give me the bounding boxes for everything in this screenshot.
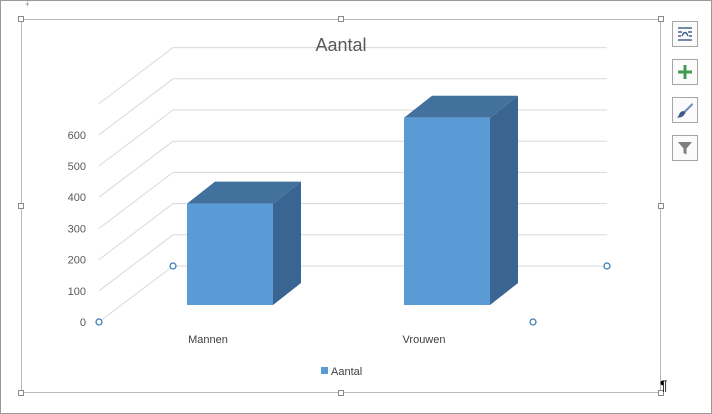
plot-area-handle[interactable] [169,262,177,270]
plot-area-handle[interactable] [603,262,611,270]
plot-area-handle[interactable] [529,318,537,326]
resize-handle-bottom-left[interactable] [18,390,24,396]
y-tick-label: 500 [68,161,86,173]
y-tick-label: 400 [68,192,86,204]
resize-handle-left[interactable] [18,203,24,209]
chart-title[interactable]: Aantal [315,35,366,55]
paragraph-mark: ¶ [660,377,668,393]
anchor-mark: ‡ [25,0,30,7]
wrap-text-icon [678,27,692,41]
bar-vrouwen[interactable] [404,95,518,305]
resize-handle-top-left[interactable] [18,16,24,22]
gridline [98,140,174,198]
legend-label: Aantal [331,366,362,378]
resize-handle-bottom-right[interactable] [658,390,664,396]
y-tick-label: 0 [80,317,86,329]
resize-handle-top[interactable] [338,16,344,22]
plot-area-handle[interactable] [95,318,103,326]
x-axis-labels: Mannen Vrouwen [188,334,445,346]
bars [187,95,518,305]
resize-handle-right[interactable] [658,203,664,209]
gridline [98,203,174,260]
paintbrush-icon [677,103,693,118]
bar-side-face [273,181,301,305]
gridline [98,78,174,136]
bar-side-face [490,95,518,305]
legend[interactable]: Aantal [321,366,362,378]
chart-filters-button[interactable] [672,135,698,161]
gridlines [98,47,607,323]
y-tick-label: 200 [68,255,86,267]
plus-icon [678,65,692,79]
chart-styles-button[interactable] [672,97,698,123]
gridline [98,265,174,323]
bar-top-face [404,95,518,118]
gridline [98,109,174,167]
x-category-label: Vrouwen [402,334,445,346]
y-axis-ticks: 0 100 200 300 400 500 600 [68,130,86,329]
chart-elements-button[interactable] [672,59,698,85]
gridline [98,172,174,229]
bar-top-face [187,181,301,204]
resize-handle-bottom[interactable] [338,390,344,396]
y-tick-label: 600 [68,130,86,142]
x-category-label: Mannen [188,334,228,346]
bar-front-face [404,117,490,305]
gridline [98,234,174,292]
bar-front-face [187,203,273,305]
gridline [98,47,174,104]
layout-options-button[interactable] [672,21,698,47]
resize-handle-top-right[interactable] [658,16,664,22]
legend-swatch [321,367,328,374]
bar-mannen[interactable] [187,181,301,305]
y-tick-label: 100 [68,286,86,298]
y-tick-label: 300 [68,223,86,235]
funnel-icon [678,142,692,155]
